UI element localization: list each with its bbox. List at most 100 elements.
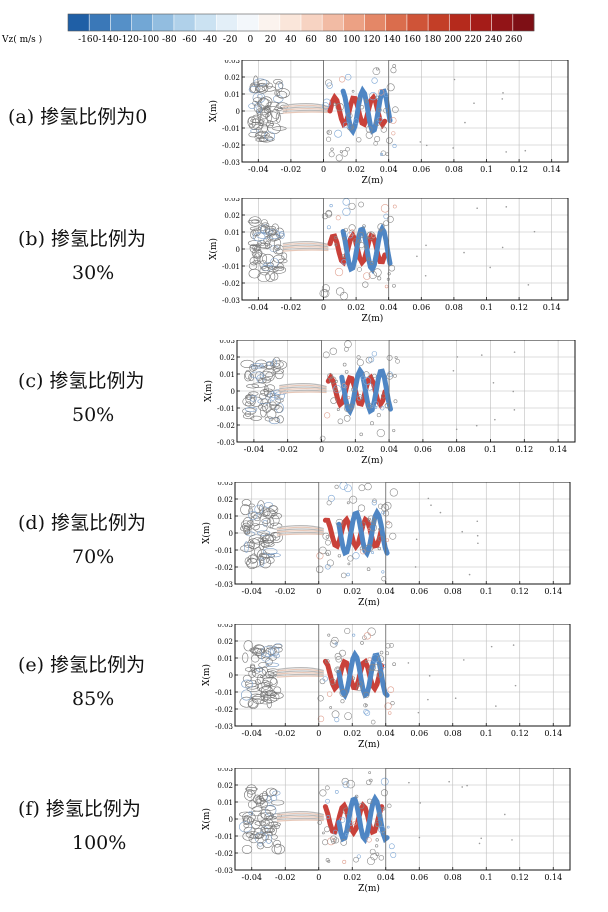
vortex-fragment (334, 243, 338, 247)
vortex-swirl (274, 244, 281, 251)
vortex-swirl (242, 396, 256, 407)
vortex-swirl (272, 95, 284, 103)
colorbar-cell (258, 14, 281, 31)
vortex-fragment (386, 83, 395, 92)
vortex-swirl (266, 517, 275, 529)
vortex-swirl (259, 557, 265, 567)
colorbar-tick-label: 120 (363, 35, 380, 45)
vortex-swirl (244, 411, 252, 417)
jet-streak (276, 528, 324, 532)
vortex-fragment (439, 511, 442, 514)
vortex-fragment (326, 225, 331, 230)
vortex-fragment (425, 244, 427, 247)
x-tick-label: 0 (321, 165, 326, 174)
y-tick-label: 0.03 (217, 482, 233, 487)
vortex-fragment (490, 645, 493, 648)
vortex-swirl (242, 817, 250, 825)
vortex-fragment (377, 503, 384, 509)
vortex-fragment (392, 662, 396, 667)
vortex-swirl (262, 402, 272, 413)
vortex-fragment (351, 89, 355, 93)
vortex-swirl (273, 686, 282, 695)
vortex-fragment (339, 688, 348, 697)
y-tick-label: 0.03 (219, 340, 235, 345)
vortex-fragment (476, 207, 478, 210)
vortex-swirl (244, 789, 256, 801)
x-tick-label: 0.1 (480, 729, 493, 738)
vortex-swirl (274, 646, 283, 653)
vortex-fragment (501, 246, 504, 249)
vortex-swirl (259, 699, 272, 705)
vortex-fragment (335, 518, 344, 527)
vortex-fragment (368, 517, 371, 521)
jet-streak (279, 384, 327, 389)
vortex-fragment (365, 125, 373, 133)
vortex-fragment (376, 67, 380, 71)
vortex-fragment (351, 676, 356, 680)
vortex-swirl (259, 674, 274, 679)
vortex-swirl (272, 126, 287, 131)
vortex-swirl (248, 216, 262, 227)
vortex-swirl (245, 787, 258, 792)
vortex-swirl (250, 118, 265, 123)
jet-streak (276, 533, 324, 536)
vortex-fragment (315, 565, 324, 574)
vortex-fragment (326, 814, 331, 820)
vortex-swirl (257, 94, 263, 99)
x-tick-label: 0.1 (480, 873, 493, 882)
vortex-fragment (376, 413, 381, 418)
colorbar-cell (279, 14, 302, 31)
vortex-fragment (339, 649, 346, 657)
vortex-fragment (383, 213, 389, 220)
x-tick-label: 0 (319, 445, 324, 454)
vortex-swirl (259, 538, 265, 551)
vortex-swirl (266, 120, 274, 129)
vortex-fragment (341, 150, 348, 157)
vortex-swirl (254, 135, 262, 140)
vortex-fragment (380, 406, 385, 411)
vortex-fragment (375, 844, 379, 848)
vortex-fragment (380, 789, 388, 797)
vortex-fragment (461, 786, 463, 788)
vortex-fragment (365, 131, 373, 139)
vortex-fragment (336, 408, 340, 411)
vortex-fragment (419, 802, 422, 804)
vortex-swirl (250, 553, 258, 563)
x-tick-label: -0.04 (241, 729, 262, 738)
vortex-swirl (244, 557, 251, 565)
vortex-swirl (242, 517, 254, 528)
case-label-line2: 85% (72, 688, 115, 710)
vortex-fragment (329, 203, 333, 208)
vortex-fragment (356, 137, 362, 143)
vortex-swirl (266, 361, 274, 366)
vortex-fragment (358, 802, 365, 809)
vortex-swirl (273, 405, 283, 414)
helical-vortex-tube (322, 801, 385, 838)
vortex-fragment (344, 369, 349, 374)
x-tick-label: 0.12 (511, 729, 529, 738)
case-label-line2: 100% (72, 832, 127, 854)
vortex-fragment (371, 351, 378, 357)
jet-streak (276, 667, 324, 672)
vortex-swirl (274, 370, 284, 380)
vortex-fragment (322, 98, 331, 107)
vortex-fragment (342, 362, 347, 367)
colorbar-tick-label: 220 (465, 35, 482, 45)
vortex-fragment (346, 501, 350, 505)
vortex-fragment (339, 291, 349, 301)
vortex-swirl (266, 392, 274, 398)
vortex-fragment (340, 839, 348, 846)
vortex-fragment (330, 835, 337, 843)
vortex-fragment (452, 147, 454, 149)
vortex-swirl (267, 232, 280, 242)
x-tick-label: 0.12 (511, 587, 529, 596)
vortex-swirl (274, 416, 280, 422)
vortex-fragment (352, 821, 357, 826)
vortex-fragment (342, 237, 346, 241)
vortex-swirl (243, 526, 251, 535)
vortex-fragment (480, 837, 483, 840)
jet-streak (282, 103, 329, 108)
vortex-fragment (333, 837, 340, 844)
vortex-fragment (325, 659, 330, 664)
x-axis-label: Z(m) (361, 455, 383, 466)
